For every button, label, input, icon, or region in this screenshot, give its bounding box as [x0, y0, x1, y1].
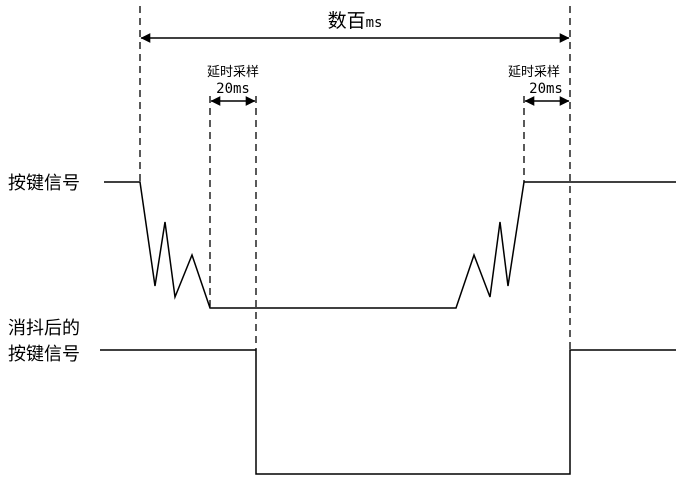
debounced-signal-label-line1: 消抖后的	[8, 318, 80, 339]
raw-signal-waveform	[104, 181, 676, 309]
delay-sample-right-title: 延时采样	[508, 65, 560, 80]
total-duration-unit: ms	[366, 15, 383, 31]
debounced-signal-waveform	[100, 349, 676, 475]
total-duration-label: 数百ms	[328, 10, 383, 32]
total-duration-prefix: 数百	[328, 10, 366, 32]
delay-sample-right-value: 20ms	[529, 81, 563, 97]
raw-signal-label: 按键信号	[8, 173, 80, 194]
debounced-signal-label-line2: 按键信号	[8, 344, 80, 365]
delay-sample-left-title: 延时采样	[207, 65, 259, 80]
delay-sample-left-value: 20ms	[216, 81, 250, 97]
